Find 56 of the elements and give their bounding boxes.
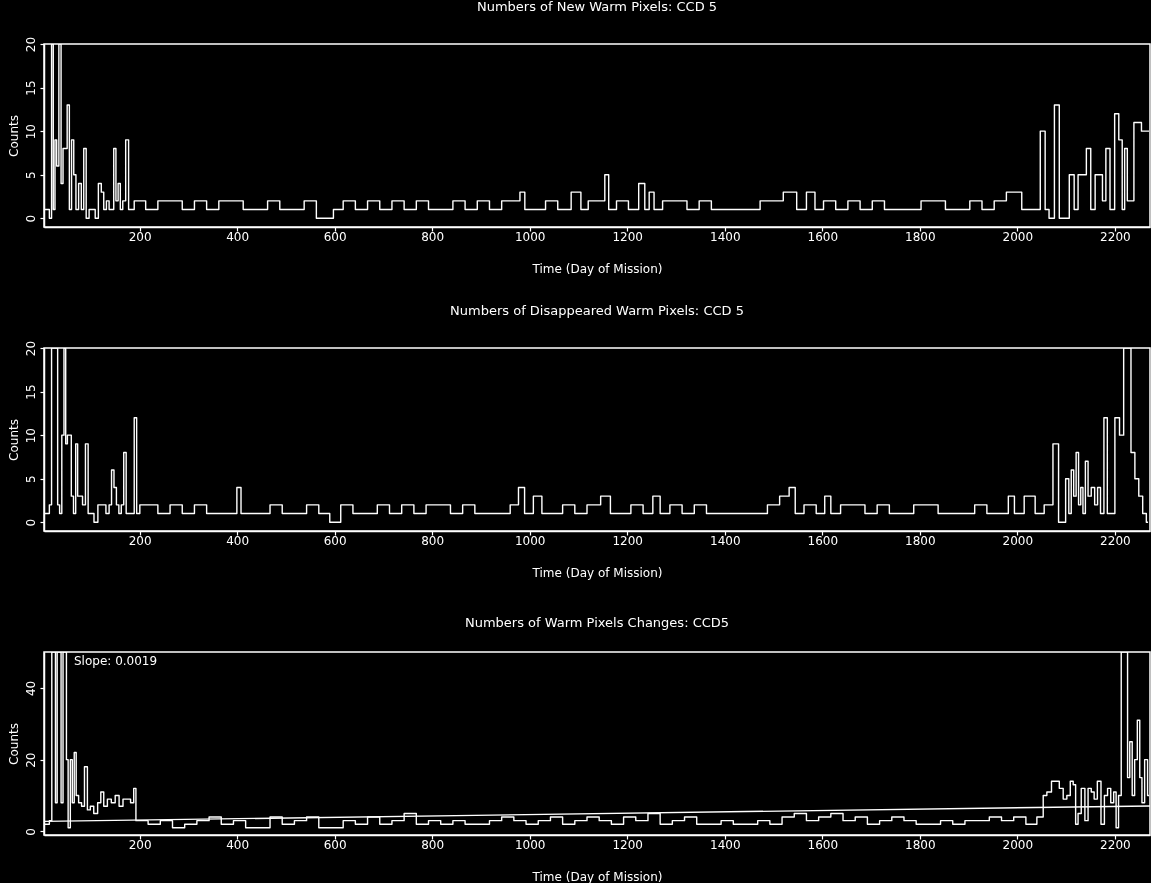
y-tick-label: 10: [23, 428, 38, 444]
x-tick-label: 2200: [1100, 533, 1131, 548]
x-tick-label: 1000: [514, 229, 546, 244]
x-tick-label: 200: [128, 533, 152, 548]
x-tick-label: 800: [421, 229, 445, 244]
x-tick-label: 600: [323, 533, 347, 548]
chart-title: Numbers of New Warm Pixels: CCD 5: [476, 0, 718, 15]
x-tick-label: 1200: [612, 229, 644, 244]
x-tick-label: 2000: [1002, 533, 1034, 548]
y-tick-label: 5: [23, 475, 38, 484]
x-tick-label: 800: [421, 533, 445, 548]
y-tick-label: 20: [23, 36, 38, 53]
x-tick-label: 2200: [1100, 229, 1131, 244]
y-tick-label: 20: [23, 752, 38, 768]
x-tick-label: 1200: [612, 837, 644, 852]
y-axis-title: Counts: [6, 115, 21, 157]
y-tick-label: 0: [23, 214, 38, 223]
chart-title: Numbers of Warm Pixels Changes: CCD5: [464, 615, 730, 630]
x-tick-label: 400: [226, 229, 250, 244]
x-axis-title: Time (Day of Mission): [531, 565, 663, 580]
x-axis-title: Time (Day of Mission): [531, 261, 663, 276]
x-tick-label: 1800: [905, 229, 936, 244]
chart-title: Numbers of Disappeared Warm Pixels: CCD 5: [450, 303, 744, 319]
x-tick-label: 1000: [514, 533, 546, 548]
x-axis-title: Time (Day of Mission): [531, 869, 663, 884]
x-tick-label: 1600: [807, 533, 839, 548]
annotation: Slope: 0.0019: [74, 654, 158, 668]
x-tick-label: 200: [128, 837, 152, 852]
y-tick-label: 0: [23, 518, 38, 527]
y-tick-label: 5: [23, 171, 38, 180]
x-tick-label: 1600: [807, 229, 839, 244]
x-tick-label: 1400: [709, 533, 741, 548]
x-tick-label: 2000: [1002, 229, 1034, 244]
x-tick-label: 1000: [514, 837, 546, 852]
y-axis-title: Counts: [6, 723, 21, 765]
y-axis-title: Counts: [6, 419, 21, 461]
x-tick-label: 400: [226, 837, 250, 852]
x-tick-label: 1800: [905, 533, 936, 548]
y-tick-label: 0: [23, 828, 38, 836]
x-tick-label: 600: [323, 229, 347, 244]
x-tick-label: 2200: [1100, 837, 1131, 852]
y-tick-label: 10: [23, 124, 38, 140]
x-tick-label: 600: [323, 837, 347, 852]
x-tick-label: 1600: [807, 837, 839, 852]
y-tick-label: 15: [23, 384, 38, 400]
x-tick-label: 1800: [905, 837, 936, 852]
x-tick-label: 2000: [1002, 837, 1034, 852]
y-tick-label: 20: [23, 340, 38, 357]
x-tick-label: 200: [128, 229, 152, 244]
x-tick-label: 1400: [709, 837, 741, 852]
x-tick-label: 1400: [709, 229, 741, 244]
x-tick-label: 800: [421, 837, 445, 852]
x-tick-label: 400: [226, 533, 250, 548]
y-tick-label: 15: [23, 80, 38, 96]
x-tick-label: 1200: [612, 533, 644, 548]
y-tick-label: 40: [23, 680, 38, 697]
